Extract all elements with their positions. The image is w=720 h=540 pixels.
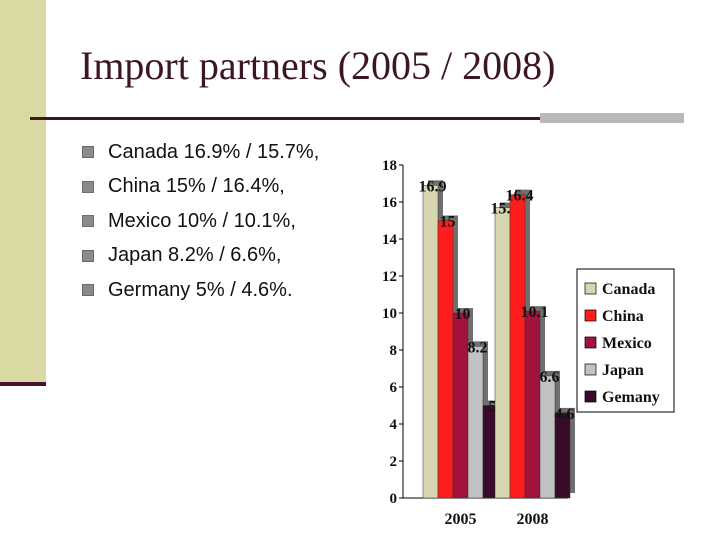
bar-data-label: 16.9 [419, 178, 447, 195]
legend-swatch-china [584, 309, 597, 322]
legend-label-china: China [602, 308, 644, 325]
y-tick-label: 14 [382, 232, 398, 248]
title-underline-accent [540, 113, 684, 123]
bar-japan-2008 [539, 375, 556, 499]
slide-title: Import partners (2005 / 2008) [80, 43, 556, 88]
bar-data-label: 6.6 [540, 369, 560, 386]
y-tick-label: 10 [382, 306, 397, 322]
bar-data-label: 5 [489, 399, 497, 416]
title-underline [30, 117, 540, 120]
bar-data-label: 4.6 [555, 406, 575, 423]
import-partners-bar-chart: 02468101214161816.915108.25200515.716.41… [382, 158, 675, 528]
y-tick-label: 8 [390, 343, 398, 359]
square-bullet-icon [82, 249, 94, 262]
bar-mexico-2005 [452, 312, 469, 499]
square-bullet-icon [82, 180, 94, 193]
legend-swatch-japan [584, 363, 597, 376]
bar-data-label: 16.4 [506, 188, 534, 205]
bullet-item-canada: Canada 16.9% / 15.7%, [82, 135, 319, 170]
x-category-label: 2005 [445, 511, 477, 528]
bar-data-label: 10 [455, 306, 471, 323]
bullet-text: Germany 5% / 4.6%. [108, 278, 293, 301]
square-bullet-icon [82, 284, 94, 297]
bar-canada-2008 [494, 207, 511, 499]
square-bullet-icon [82, 146, 94, 159]
bullet-text: Mexico 10% / 10.1%, [108, 209, 296, 232]
bullet-item-mexico: Mexico 10% / 10.1%, [82, 204, 319, 239]
bar-data-label: 8.2 [468, 339, 488, 356]
bullet-text: Canada 16.9% / 15.7%, [108, 140, 320, 163]
y-tick-label: 4 [390, 417, 398, 433]
bullet-text: Japan 8.2% / 6.6%, [108, 244, 282, 267]
bullet-item-china: China 15% / 16.4%, [82, 170, 319, 205]
bar-mexico-2008 [524, 310, 541, 499]
legend-swatch-mexico [584, 336, 597, 349]
bar-china-2005 [437, 220, 454, 499]
sidebar-decoration [0, 0, 46, 382]
y-tick-label: 12 [382, 269, 397, 285]
y-tick-label: 16 [382, 195, 398, 211]
x-category-label: 2008 [517, 511, 549, 528]
bar-gemany-2008 [554, 412, 571, 499]
legend-label-gemany: Gemany [602, 389, 660, 406]
legend-swatch-gemany [584, 390, 597, 403]
bullet-list: Canada 16.9% / 15.7%, China 15% / 16.4%,… [82, 135, 319, 308]
square-bullet-icon [82, 215, 94, 228]
legend-label-canada: Canada [602, 281, 655, 298]
legend-swatch-canada [584, 282, 597, 295]
bar-data-label: 15 [440, 214, 456, 231]
legend-label-japan: Japan [602, 362, 644, 379]
bullet-text: China 15% / 16.4%, [108, 175, 285, 198]
y-tick-label: 6 [390, 380, 398, 396]
bullet-item-germany: Germany 5% / 4.6%. [82, 273, 319, 308]
y-tick-label: 18 [382, 158, 397, 174]
bar-china-2008 [509, 194, 526, 499]
bar-canada-2005 [422, 185, 439, 499]
bullet-item-japan: Japan 8.2% / 6.6%, [82, 239, 319, 274]
sidebar-edge-decoration [0, 382, 46, 386]
y-tick-label: 0 [390, 491, 398, 507]
bar-data-label: 10.1 [521, 304, 549, 321]
y-tick-label: 2 [390, 454, 398, 470]
bar-japan-2005 [467, 346, 484, 499]
legend-label-mexico: Mexico [602, 335, 652, 352]
